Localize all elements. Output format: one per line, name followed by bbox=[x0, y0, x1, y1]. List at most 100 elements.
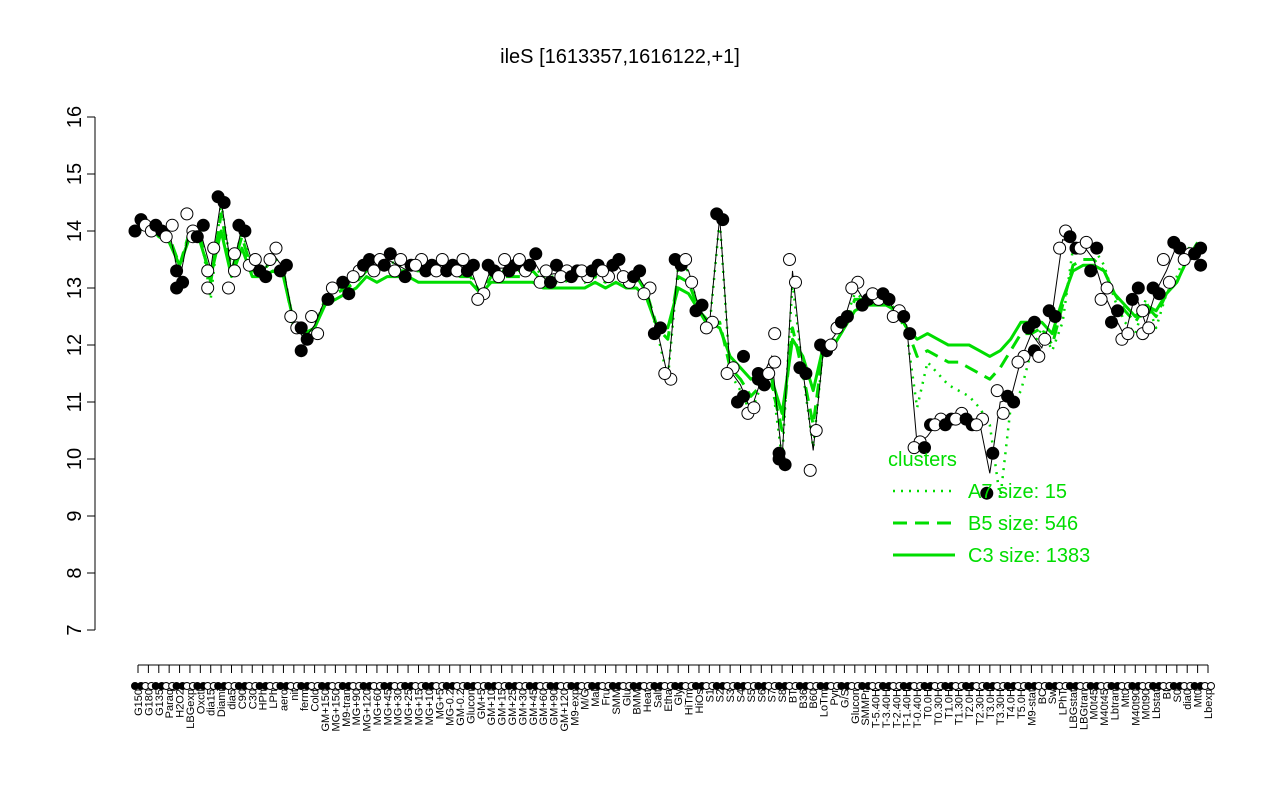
x-tick-label: M0t90 bbox=[1141, 689, 1153, 720]
x-tick-label: SMM bbox=[611, 689, 623, 715]
data-point bbox=[1094, 292, 1108, 306]
x-tick-label: T-5.40H bbox=[871, 689, 883, 728]
data-point bbox=[710, 207, 724, 221]
x-tick-label: T-3.40H bbox=[881, 689, 893, 728]
data-point bbox=[383, 247, 397, 261]
data-point bbox=[1177, 253, 1191, 266]
data-point bbox=[1125, 292, 1139, 306]
data-point bbox=[523, 258, 537, 272]
data-point bbox=[689, 304, 703, 318]
data-point bbox=[1121, 327, 1135, 341]
legend-entry-b5: B5 size: 546 bbox=[968, 513, 1078, 535]
data-point bbox=[1048, 310, 1062, 323]
data-point bbox=[986, 446, 1000, 460]
x-tick-label: Pyr bbox=[829, 689, 841, 706]
data-point bbox=[388, 264, 402, 278]
x-tick-label: T1.0H bbox=[943, 689, 955, 719]
data-point bbox=[398, 270, 412, 284]
data-point bbox=[539, 264, 553, 278]
x-tick-label: MG+60 bbox=[372, 689, 384, 725]
data-point bbox=[685, 275, 699, 289]
x-tick-label: GM+5 bbox=[476, 689, 488, 719]
data-point bbox=[834, 315, 848, 329]
rug-point bbox=[1207, 682, 1215, 690]
data-point bbox=[294, 321, 308, 335]
x-tick-label: ferm bbox=[299, 689, 311, 711]
x-tick-label: LoTm bbox=[819, 689, 831, 717]
data-point bbox=[190, 230, 204, 244]
data-point bbox=[325, 281, 339, 295]
x-tick-label: M9-exp bbox=[569, 689, 581, 726]
data-point bbox=[201, 281, 215, 295]
data-point bbox=[284, 310, 298, 323]
data-point bbox=[248, 253, 262, 266]
x-tick-label: GM+30 bbox=[517, 689, 529, 725]
data-point bbox=[1167, 235, 1181, 249]
data-point bbox=[502, 264, 516, 278]
data-point bbox=[996, 406, 1010, 420]
chart-title: ileS [1613357,1616122,+1] bbox=[500, 46, 740, 68]
data-point bbox=[471, 292, 485, 306]
x-tick-label: B60 bbox=[808, 689, 820, 709]
data-point bbox=[294, 344, 308, 358]
data-point bbox=[394, 253, 408, 266]
data-point bbox=[263, 253, 277, 266]
x-tick-label: T0.0H bbox=[923, 689, 935, 719]
data-point bbox=[737, 349, 750, 363]
x-tick-label: LPhT bbox=[1058, 689, 1070, 716]
data-point bbox=[207, 241, 221, 255]
data-point bbox=[789, 275, 802, 289]
data-point bbox=[990, 384, 1004, 398]
y-tick-label: 14 bbox=[64, 220, 86, 242]
legend-title: clusters bbox=[888, 449, 957, 471]
data-point bbox=[228, 247, 241, 261]
legend-entry-c3: C3 size: 1383 bbox=[968, 545, 1090, 567]
data-point bbox=[211, 190, 225, 204]
x-tick-label: C90 bbox=[237, 689, 249, 709]
x-tick-label: aero bbox=[278, 689, 290, 711]
data-point bbox=[170, 264, 184, 278]
x-tick-label: M40t90 bbox=[1130, 689, 1142, 726]
x-tick-label: Lbexp bbox=[1203, 689, 1215, 719]
data-point bbox=[321, 292, 335, 306]
x-tick-label: GM+90 bbox=[549, 689, 561, 725]
data-point bbox=[259, 270, 273, 284]
data-point bbox=[1032, 349, 1046, 363]
data-point bbox=[170, 281, 184, 295]
data-point bbox=[342, 287, 356, 301]
data-point bbox=[435, 253, 449, 266]
data-point bbox=[1053, 241, 1067, 255]
data-point bbox=[564, 270, 578, 284]
x-tick-label: Diami bbox=[216, 689, 228, 717]
data-point bbox=[1188, 247, 1202, 261]
x-tick-label: Glucon bbox=[465, 689, 477, 724]
x-tick-label: Mal bbox=[590, 689, 602, 707]
x-tick-label: SMMPr bbox=[860, 689, 872, 726]
data-point bbox=[1111, 304, 1124, 318]
data-point bbox=[845, 281, 859, 295]
data-point bbox=[596, 264, 609, 278]
data-point bbox=[606, 258, 620, 272]
x-tick-label: GM+15 bbox=[497, 689, 509, 725]
data-point bbox=[1090, 241, 1104, 255]
data-point bbox=[1001, 389, 1015, 403]
data-point bbox=[201, 264, 215, 278]
data-point bbox=[768, 327, 782, 341]
x-tick-label: BC bbox=[1037, 689, 1049, 704]
x-tick-label: S5 bbox=[746, 689, 758, 702]
data-point bbox=[481, 258, 495, 272]
x-tick-label: T3.0H bbox=[985, 689, 997, 719]
y-tick-label: 8 bbox=[64, 567, 86, 578]
data-point bbox=[512, 253, 526, 266]
data-point bbox=[196, 218, 210, 232]
y-tick-label: 13 bbox=[64, 277, 86, 299]
x-tick-label: MG+15 bbox=[413, 689, 425, 725]
x-tick-label: T0.30H bbox=[933, 689, 945, 725]
x-tick-label: Cold bbox=[310, 689, 322, 712]
x-tick-label: MG+45 bbox=[382, 689, 394, 725]
data-point bbox=[637, 287, 651, 301]
x-tick-label: T4.0H bbox=[1006, 689, 1018, 719]
x-tick-label: Mt0 bbox=[1120, 689, 1132, 707]
y-tick-label: 12 bbox=[64, 334, 86, 356]
